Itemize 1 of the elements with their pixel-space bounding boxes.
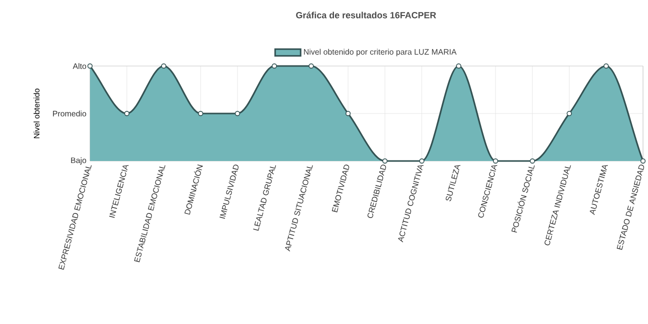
chart-title: Gráfica de resultados 16FACPER bbox=[296, 12, 436, 18]
